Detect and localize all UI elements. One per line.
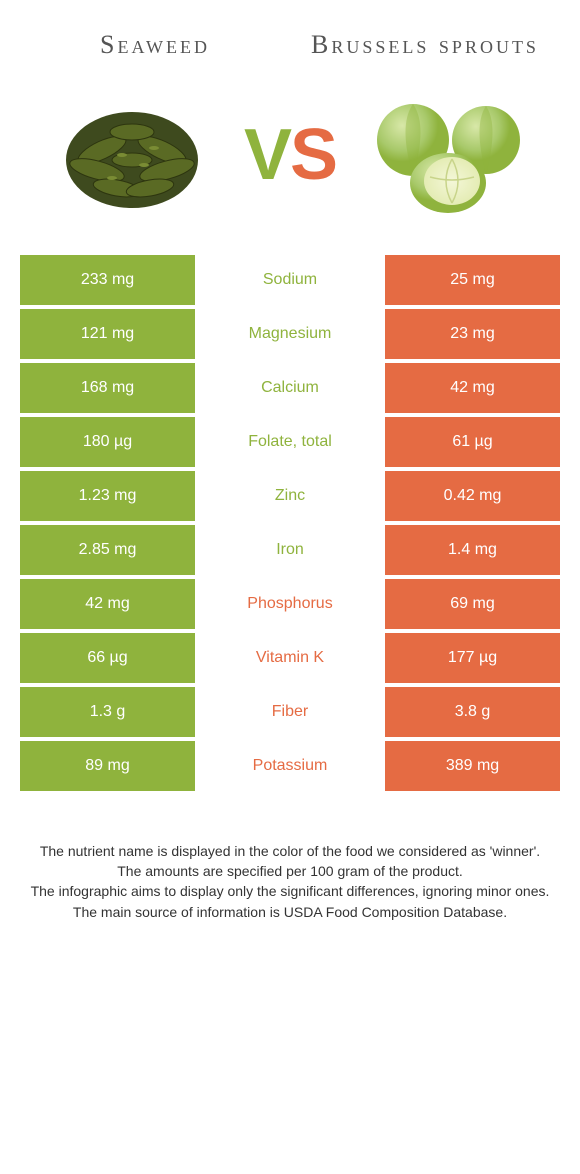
nutrient-name-cell: Iron [195, 525, 385, 575]
left-value-cell: 66 µg [20, 633, 195, 683]
left-value-cell: 233 mg [20, 255, 195, 305]
left-value-cell: 1.3 g [20, 687, 195, 737]
vs-v: V [244, 115, 290, 195]
nutrient-name-cell: Folate, total [195, 417, 385, 467]
vs-s: S [290, 115, 336, 195]
right-value-cell: 177 µg [385, 633, 560, 683]
left-value-cell: 89 mg [20, 741, 195, 791]
table-row: 121 mgMagnesium23 mg [20, 309, 560, 359]
table-row: 42 mgPhosphorus69 mg [20, 579, 560, 629]
table-row: 180 µgFolate, total61 µg [20, 417, 560, 467]
right-value-cell: 42 mg [385, 363, 560, 413]
table-row: 168 mgCalcium42 mg [20, 363, 560, 413]
table-row: 89 mgPotassium389 mg [20, 741, 560, 791]
right-value-cell: 0.42 mg [385, 471, 560, 521]
right-value-cell: 389 mg [385, 741, 560, 791]
nutrient-name-cell: Vitamin K [195, 633, 385, 683]
footer-line-1: The nutrient name is displayed in the co… [30, 841, 550, 861]
table-row: 66 µgVitamin K177 µg [20, 633, 560, 683]
right-value-cell: 69 mg [385, 579, 560, 629]
nutrient-name-cell: Magnesium [195, 309, 385, 359]
right-value-cell: 1.4 mg [385, 525, 560, 575]
header-row: Seaweed Brussels sprouts [20, 30, 560, 60]
left-value-cell: 42 mg [20, 579, 195, 629]
table-row: 2.85 mgIron1.4 mg [20, 525, 560, 575]
nutrient-name-cell: Zinc [195, 471, 385, 521]
left-food-title: Seaweed [20, 30, 290, 60]
left-value-cell: 121 mg [20, 309, 195, 359]
table-row: 1.23 mgZinc0.42 mg [20, 471, 560, 521]
table-row: 1.3 gFiber3.8 g [20, 687, 560, 737]
footer-line-2: The amounts are specified per 100 gram o… [30, 861, 550, 881]
right-value-cell: 61 µg [385, 417, 560, 467]
right-value-cell: 3.8 g [385, 687, 560, 737]
nutrient-name-cell: Sodium [195, 255, 385, 305]
brussels-sprouts-icon [358, 85, 538, 225]
footer-notes: The nutrient name is displayed in the co… [20, 841, 560, 922]
right-value-cell: 25 mg [385, 255, 560, 305]
footer-line-4: The main source of information is USDA F… [30, 902, 550, 922]
visual-comparison-row: VS [20, 85, 560, 225]
right-value-cell: 23 mg [385, 309, 560, 359]
seaweed-icon [42, 85, 222, 225]
footer-line-3: The infographic aims to display only the… [30, 881, 550, 901]
left-value-cell: 180 µg [20, 417, 195, 467]
nutrient-name-cell: Fiber [195, 687, 385, 737]
infographic-container: Seaweed Brussels sprouts [0, 0, 580, 942]
nutrient-name-cell: Phosphorus [195, 579, 385, 629]
left-value-cell: 168 mg [20, 363, 195, 413]
right-food-title: Brussels sprouts [290, 30, 560, 60]
nutrient-table: 233 mgSodium25 mg121 mgMagnesium23 mg168… [20, 255, 560, 791]
left-value-cell: 1.23 mg [20, 471, 195, 521]
left-value-cell: 2.85 mg [20, 525, 195, 575]
vs-label: VS [244, 114, 336, 196]
nutrient-name-cell: Calcium [195, 363, 385, 413]
table-row: 233 mgSodium25 mg [20, 255, 560, 305]
nutrient-name-cell: Potassium [195, 741, 385, 791]
